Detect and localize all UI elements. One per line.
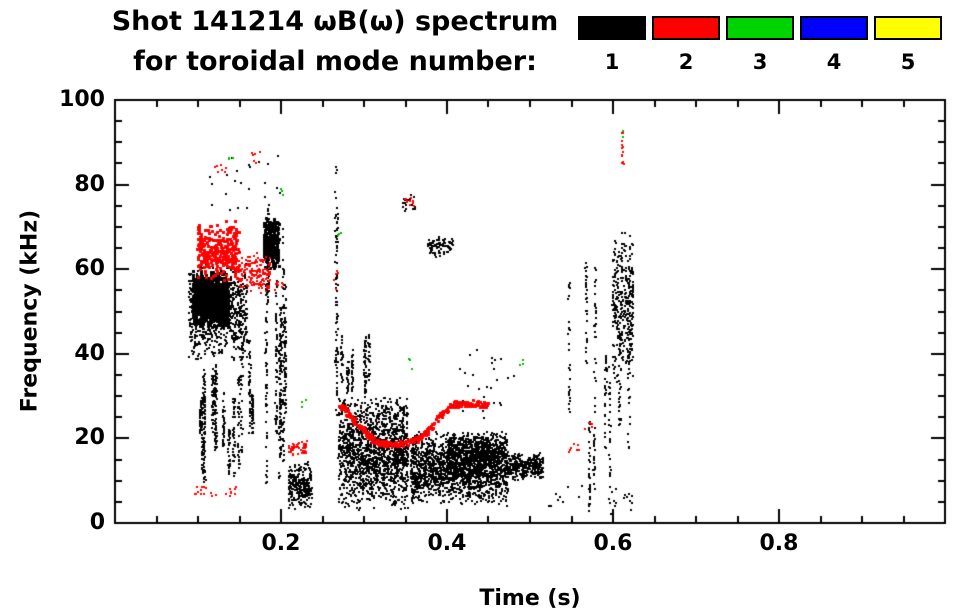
chart-title-line2: for toroidal mode number: (133, 46, 537, 77)
x-tick-label: 0.8 (759, 531, 799, 556)
legend-label-mode-4: 4 (826, 50, 842, 74)
y-tick-label: 60 (74, 256, 105, 282)
y-tick-label: 40 (74, 340, 105, 366)
legend-swatch-mode-1 (578, 16, 646, 40)
legend-swatches (578, 16, 942, 40)
x-tick-label: 0.4 (427, 531, 467, 556)
legend-labels: 1 2 3 4 5 (578, 50, 942, 74)
legend-label-mode-3: 3 (752, 50, 768, 74)
legend-label-mode-1: 1 (604, 50, 620, 74)
legend-label-mode-2: 2 (678, 50, 694, 74)
chart-title-line1: Shot 141214 ωB(ω) spectrum (111, 6, 559, 37)
legend-swatch-mode-5 (874, 16, 942, 40)
y-tick-label: 80 (74, 171, 105, 197)
x-tick-label: 0.6 (593, 531, 633, 556)
y-axis-title: Frequency (kHz) (17, 209, 43, 413)
legend-swatch-mode-2 (652, 16, 720, 40)
y-tick-label: 0 (89, 510, 105, 535)
legend-swatch-mode-4 (800, 16, 868, 40)
legend-swatch-mode-3 (726, 16, 794, 40)
y-tick-label: 20 (74, 425, 105, 451)
y-tick-label: 100 (59, 87, 105, 112)
x-tick-label: 0.2 (261, 531, 301, 556)
legend-label-mode-5: 5 (900, 50, 916, 74)
x-axis-title: Time (s) (479, 586, 581, 611)
